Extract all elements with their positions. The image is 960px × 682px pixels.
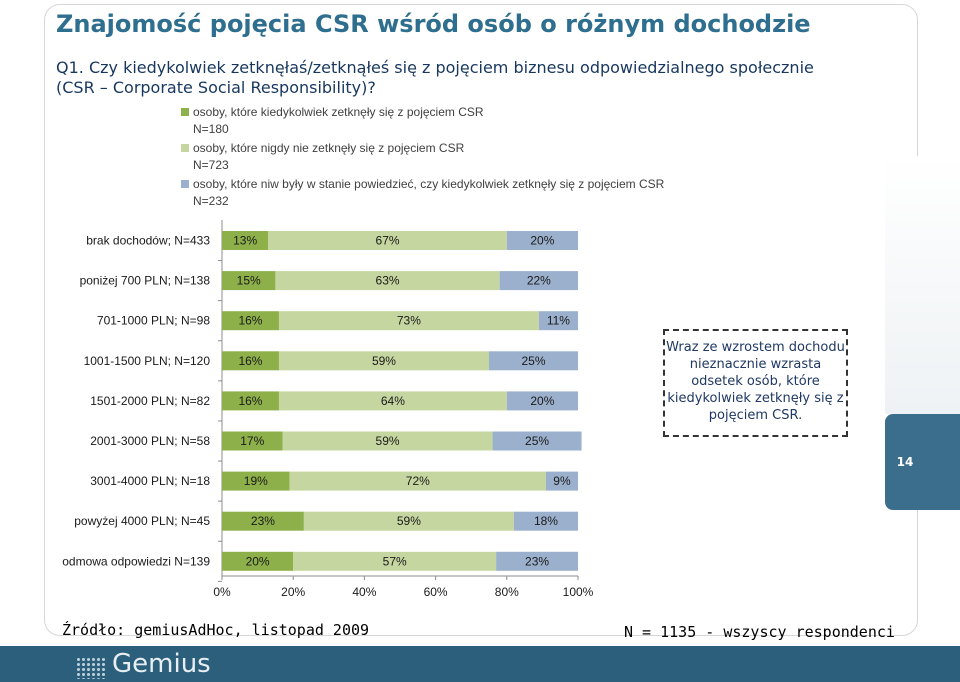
callout-note: Wraz ze wzrostem dochodu nieznacznie wzr…	[663, 329, 848, 437]
data-label: 57%	[383, 554, 407, 568]
x-tick-label: 100%	[563, 585, 594, 599]
data-label: 20%	[530, 234, 554, 248]
x-tick-label: 20%	[281, 585, 305, 599]
bar-segment	[282, 431, 493, 451]
data-label: 25%	[525, 434, 549, 448]
data-label: 23%	[251, 514, 275, 528]
data-label: 23%	[525, 554, 549, 568]
bar-segment	[222, 471, 290, 491]
data-label: 22%	[527, 274, 551, 288]
bar-segment	[513, 511, 578, 531]
bar-segment	[222, 271, 276, 291]
legend-label: osoby, które nigdy nie zetknęły się z po…	[193, 141, 465, 172]
legend-item: osoby, które nigdy nie zetknęły się z po…	[181, 140, 701, 174]
data-label: 67%	[376, 234, 400, 248]
source-note: Źródło: gemiusAdHoc, listopad 2009	[62, 621, 370, 639]
bar-segment	[278, 351, 489, 371]
data-label: 59%	[372, 354, 396, 368]
data-label: 15%	[237, 274, 261, 288]
x-tick-label: 0%	[213, 585, 231, 599]
legend-label: osoby, które niw były w stanie powiedzie…	[193, 177, 665, 208]
bar-segment	[499, 271, 578, 291]
data-label: 19%	[244, 474, 268, 488]
category-label: odmowa odpowiedzi N=139	[62, 554, 210, 568]
x-tick-label: 40%	[352, 585, 376, 599]
chart-legend: osoby, które kiedykolwiek zetknęły się z…	[181, 104, 701, 212]
bar-segment	[275, 271, 500, 291]
gemius-logo-text: Gemius	[112, 649, 211, 679]
bar-segment	[492, 431, 582, 451]
category-label: 1001-1500 PLN; N=120	[84, 354, 211, 368]
legend-swatch	[181, 108, 189, 116]
bar-segment	[489, 351, 578, 371]
bar-segment	[222, 311, 279, 331]
page-number: 14	[896, 455, 914, 469]
bar-segment	[538, 311, 578, 331]
data-label: 64%	[381, 394, 405, 408]
category-label: 701-1000 PLN; N=98	[97, 314, 210, 328]
bar-segment	[506, 391, 578, 411]
data-label: 20%	[530, 394, 554, 408]
legend-item: osoby, które kiedykolwiek zetknęły się z…	[181, 104, 701, 138]
legend-swatch	[181, 144, 189, 152]
category-label: brak dochodów; N=433	[86, 234, 210, 248]
bar-segment	[268, 231, 507, 250]
data-label: 16%	[238, 314, 262, 328]
data-label: 11%	[547, 314, 570, 328]
data-label: 18%	[534, 514, 558, 528]
category-label: powyżej 4000 PLN; N=45	[74, 514, 210, 528]
bar-segment	[222, 431, 283, 451]
data-label: 16%	[238, 394, 262, 408]
bar-segment	[222, 351, 279, 371]
data-label: 20%	[246, 554, 270, 568]
page-tab-background	[885, 156, 960, 414]
data-label: 9%	[553, 474, 571, 488]
data-label: 25%	[521, 354, 545, 368]
bar-segment	[506, 231, 578, 250]
x-tick-label: 60%	[424, 585, 448, 599]
data-label: 59%	[397, 514, 421, 528]
legend-item: osoby, które niw były w stanie powiedzie…	[181, 176, 701, 210]
category-label: 2001-3000 PLN; N=58	[90, 434, 210, 448]
footer-bar	[0, 646, 960, 682]
data-label: 73%	[397, 314, 421, 328]
legend-label: osoby, które kiedykolwiek zetknęły się z…	[193, 105, 484, 136]
page-tab	[885, 414, 960, 510]
bar-segment	[289, 471, 546, 491]
data-label: 59%	[376, 434, 400, 448]
respondents-note: N = 1135 - wszyscy respondenci	[624, 623, 895, 641]
x-tick-label: 80%	[495, 585, 519, 599]
bar-segment	[278, 311, 539, 331]
bar-segment	[293, 551, 497, 571]
legend-swatch	[181, 180, 189, 188]
category-label: poniżej 700 PLN; N=138	[80, 274, 211, 288]
bar-segment	[303, 511, 514, 531]
data-label: 63%	[376, 274, 400, 288]
slide-title: Znajomość pojęcia CSR wśród osób o różny…	[56, 10, 811, 38]
data-label: 72%	[406, 474, 430, 488]
data-label: 17%	[240, 434, 264, 448]
gemius-logo-icon	[76, 657, 106, 679]
bar-segment	[222, 231, 269, 250]
bar-segment	[222, 511, 304, 531]
data-label: 13%	[233, 234, 257, 248]
bar-segment	[496, 551, 578, 571]
survey-question: Q1. Czy kiedykolwiek zetknęłaś/zetknąłeś…	[56, 58, 814, 97]
bar-segment	[222, 391, 279, 411]
bar-segment	[278, 391, 507, 411]
bar-segment	[222, 551, 294, 571]
bar-segment	[545, 471, 578, 491]
category-label: 1501-2000 PLN; N=82	[90, 394, 210, 408]
category-label: 3001-4000 PLN; N=18	[90, 474, 210, 488]
data-label: 16%	[238, 354, 262, 368]
